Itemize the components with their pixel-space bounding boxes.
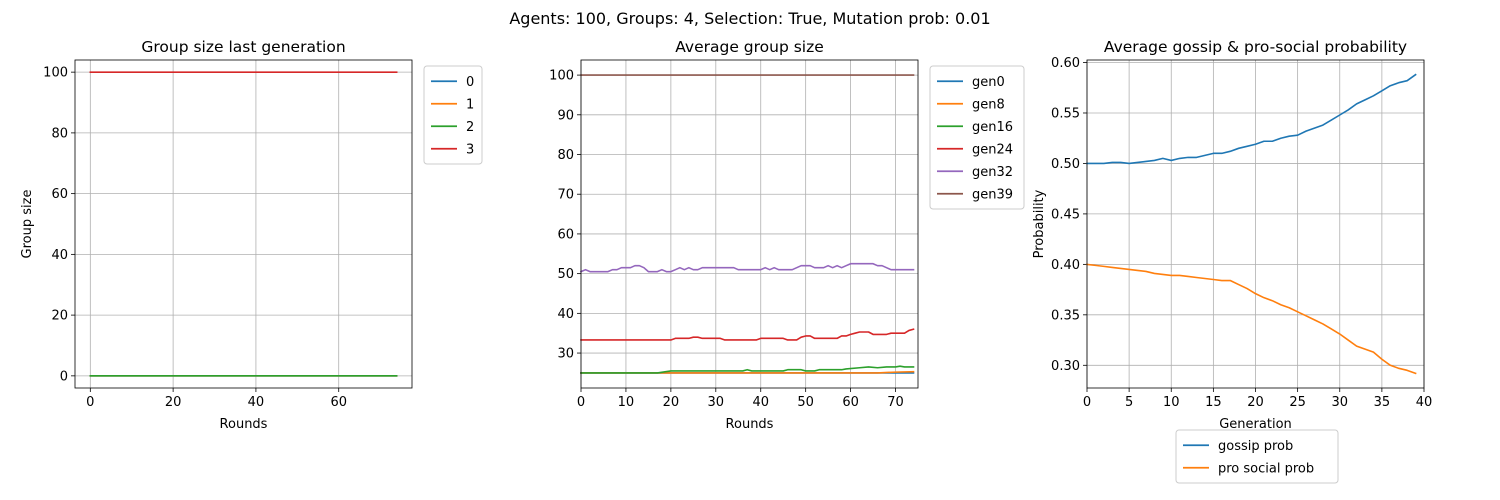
y-tick-label: 60 — [51, 187, 68, 202]
y-tick-label: 0.45 — [1051, 207, 1080, 222]
x-tick-label: 50 — [797, 395, 814, 410]
series-line-gen16 — [580, 365, 915, 374]
x-tick-label: 15 — [1205, 395, 1222, 410]
x-tick-label: 40 — [752, 395, 769, 410]
x-tick-label: 0 — [1083, 395, 1091, 410]
y-tick-label: 0 — [60, 369, 68, 384]
x-tick-label: 0 — [577, 395, 585, 410]
legend-label: 0 — [466, 75, 474, 90]
series-line-gen24 — [580, 328, 915, 341]
y-tick-label: 0.60 — [1051, 56, 1080, 71]
y-tick-label: 40 — [557, 307, 574, 322]
y-tick-label: 80 — [51, 126, 68, 141]
chart-title: Average gossip & pro-social probability — [1104, 38, 1407, 56]
x-tick-label: 5 — [1125, 395, 1133, 410]
x-tick-label: 25 — [1289, 395, 1306, 410]
legend-label: 1 — [466, 97, 474, 112]
y-tick-label: 30 — [557, 347, 574, 362]
legend-box — [929, 65, 1025, 210]
chart-title: Group size last generation — [141, 38, 345, 56]
legend-label: gen16 — [972, 120, 1013, 135]
y-tick-label: 100 — [549, 69, 574, 84]
x-tick-label: 10 — [618, 395, 635, 410]
legend-label: gen39 — [972, 187, 1013, 202]
y-tick-label: 0.55 — [1051, 106, 1080, 121]
legend-box — [423, 65, 483, 165]
y-tick-label: 0.30 — [1051, 359, 1080, 374]
legend-box — [1175, 429, 1339, 484]
plot-frame — [580, 59, 919, 389]
legend-label: gen8 — [972, 97, 1005, 112]
series-line-pro-social-prob — [1086, 263, 1417, 375]
x-axis-label: Generation — [1219, 417, 1292, 432]
x-tick-label: 20 — [663, 395, 680, 410]
x-tick-label: 20 — [165, 395, 182, 410]
chart-average-gossip-prosocial: 0 5 10 15 20 25 30 35 40 0.30 0.35 0.40 0.45 0.50 0.55… — [1032, 38, 1433, 484]
y-tick-label: 40 — [51, 248, 68, 263]
legend-label: gossip prob — [1218, 439, 1293, 454]
x-tick-label: 40 — [1416, 395, 1433, 410]
y-tick-label: 100 — [43, 66, 68, 81]
x-tick-label: 60 — [330, 395, 347, 410]
x-tick-label: 70 — [887, 395, 904, 410]
plot-frame — [74, 59, 413, 389]
y-tick-label: 20 — [51, 309, 68, 324]
plot-frame — [1086, 59, 1425, 389]
x-axis-label: Rounds — [726, 417, 774, 432]
x-tick-label: 30 — [1331, 395, 1348, 410]
x-tick-label: 35 — [1374, 395, 1391, 410]
y-axis-label: Group size — [20, 190, 35, 259]
legend-label: 3 — [466, 142, 474, 157]
legend-label: pro social prob — [1218, 461, 1314, 476]
series-line-gossip-prob — [1086, 73, 1417, 165]
y-tick-label: 70 — [557, 188, 574, 203]
y-tick-label: 0.40 — [1051, 258, 1080, 273]
chart-title: Average group size — [675, 38, 824, 56]
y-tick-label: 0.50 — [1051, 157, 1080, 172]
legend-label: gen32 — [972, 165, 1013, 180]
legend-label: gen24 — [972, 142, 1013, 157]
legend-label: gen0 — [972, 75, 1005, 90]
x-tick-label: 0 — [86, 395, 94, 410]
series-line-gen32 — [579, 262, 915, 273]
legend-label: 2 — [466, 120, 474, 135]
y-axis-label: Probability — [1032, 189, 1047, 258]
x-tick-label: 20 — [1247, 395, 1264, 410]
x-tick-label: 60 — [842, 395, 859, 410]
x-tick-label: 10 — [1163, 395, 1180, 410]
y-tick-label: 0.35 — [1051, 308, 1080, 323]
chart-average-group-size: 0 10 20 30 40 50 60 70 30 40 50 60 70 80 90 100 Average … — [549, 38, 1025, 432]
y-tick-label: 60 — [557, 227, 574, 242]
y-tick-label: 50 — [557, 267, 574, 282]
x-axis-label: Rounds — [220, 417, 268, 432]
y-tick-label: 90 — [557, 108, 574, 123]
figure-suptitle: Agents: 100, Groups: 4, Selection: True,… — [509, 9, 990, 28]
y-tick-label: 80 — [557, 148, 574, 163]
x-tick-label: 30 — [708, 395, 725, 410]
x-tick-label: 40 — [248, 395, 265, 410]
